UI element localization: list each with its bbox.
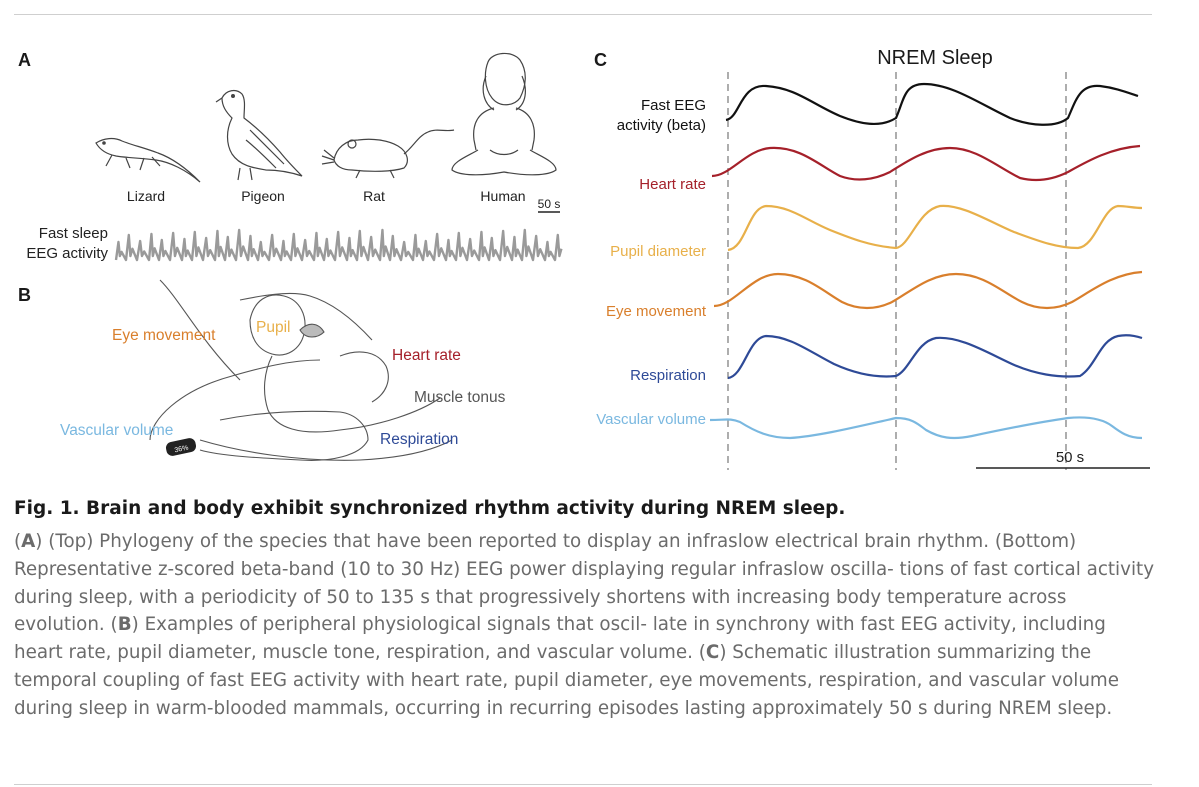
caption-ref-a: A: [21, 531, 36, 552]
panel-c-label: C: [594, 50, 607, 70]
eeg-label-a-line1: Fast sleep: [39, 225, 108, 242]
caption-title-text: Brain and body exhibit synchronized rhyt…: [86, 498, 846, 519]
eeg-label-a-line2: EEG activity: [26, 245, 108, 262]
lizard-icon: [95, 137, 201, 183]
species-lizard: Lizard: [127, 188, 165, 204]
trace-label-eeg-line2: activity (beta): [617, 117, 706, 134]
caption-ref-c: C: [705, 642, 720, 664]
label-respiration-b: Respiration: [380, 431, 458, 448]
caption-text-c: Schematic illustration summarizing the t…: [14, 642, 1119, 719]
trace-label-respiration: Respiration: [630, 367, 706, 384]
panel-a-label: A: [18, 50, 31, 70]
rat-icon: [321, 129, 455, 179]
trace-heart-rate: [711, 144, 1141, 182]
caption-body: (A) (Top) Phylogeny of the species that …: [14, 531, 1155, 719]
pigeon-icon: [215, 89, 303, 181]
trace-label-heart-rate: Heart rate: [639, 176, 706, 193]
trace-vascular-volume: [709, 416, 1143, 440]
trace-label-pupil-diameter: Pupil diameter: [610, 243, 706, 260]
trace-pupil-diameter: [727, 204, 1143, 252]
label-muscle-tonus-b: Muscle tonus: [414, 389, 506, 406]
bottom-rule: [14, 784, 1152, 785]
species-human: Human: [480, 188, 525, 204]
figure-panels: A Lizard Pigeon Rat Human 50 s Fast slee…: [18, 47, 1150, 470]
top-rule: [14, 14, 1152, 15]
trace-label-vascular-volume: Vascular volume: [596, 411, 706, 428]
species-pigeon: Pigeon: [241, 188, 285, 204]
panel-b-label: B: [18, 285, 31, 305]
species-rat: Rat: [363, 188, 385, 204]
scale-label-c: 50 s: [1056, 449, 1084, 466]
pulse-oximeter-icon: 36%: [165, 438, 197, 456]
panel-c-title: NREM Sleep: [877, 47, 993, 69]
label-vascular-volume-b: Vascular volume: [60, 422, 173, 439]
caption-text-b: Examples of peripheral physiological sig…: [14, 614, 1106, 664]
trace-eye-movement: [713, 270, 1143, 310]
caption-fig-label: Fig. 1.: [14, 498, 80, 519]
eeg-trace-a: [114, 228, 563, 262]
trace-respiration: [727, 334, 1143, 380]
svg-text:36%: 36%: [174, 445, 189, 455]
label-pupil-b: Pupil: [256, 319, 290, 336]
trace-label-eeg-line1: Fast EEG: [641, 97, 706, 114]
trace-eeg: [725, 82, 1139, 126]
scale-label-a: 50 s: [538, 197, 561, 211]
human-icon: [451, 52, 557, 176]
caption-text-a: (Top) Phylogeny of the species that have…: [14, 531, 1155, 636]
caption-ref-b: B: [117, 614, 132, 636]
trace-label-eye-movement: Eye movement: [606, 303, 707, 320]
caption-title: Fig. 1. Brain and body exhibit synchroni…: [14, 496, 1154, 522]
label-eye-movement-b: Eye movement: [112, 327, 216, 344]
figure-caption: Fig. 1. Brain and body exhibit synchroni…: [14, 496, 1154, 723]
sleeping-person-icon: [149, 279, 453, 461]
label-heart-rate-b: Heart rate: [392, 347, 461, 364]
